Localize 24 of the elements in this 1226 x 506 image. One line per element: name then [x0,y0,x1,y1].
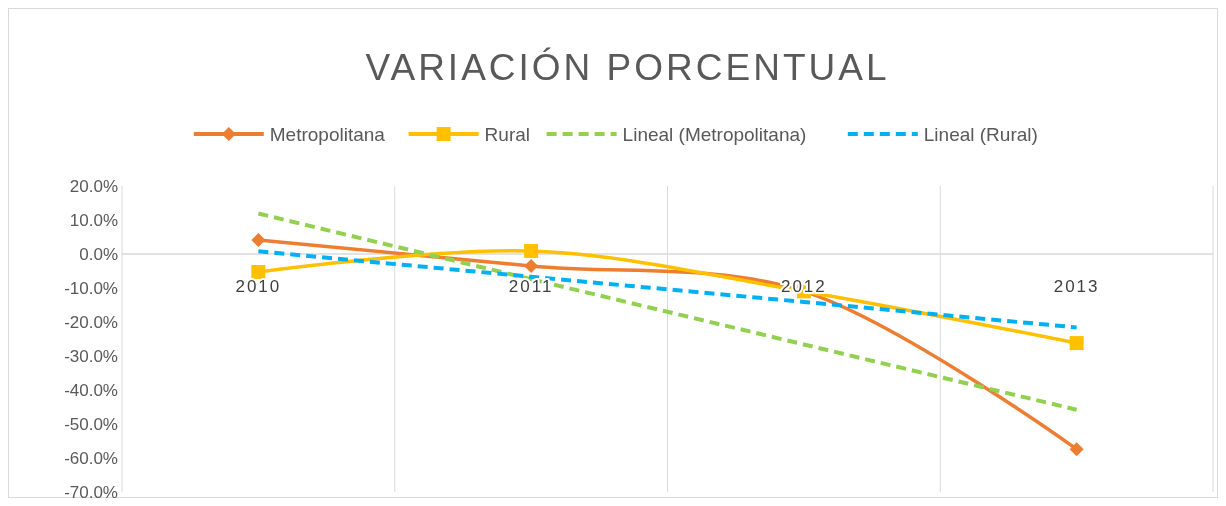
point [1069,336,1084,351]
point [251,265,266,280]
point [1069,442,1084,457]
y-tick-label: 10.0% [69,210,118,230]
y-tick-label: -40.0% [64,380,118,400]
y-tick-label: -50.0% [64,414,118,434]
point [524,258,539,273]
legend-label: Lineal (Rural) [923,124,1038,145]
y-tick-label: -60.0% [64,448,118,468]
y-tick-label: -30.0% [64,346,118,366]
legend-label: Rural [484,124,531,145]
y-tick-label: -10.0% [64,278,118,298]
point [524,243,539,258]
y-tick-label: -70.0% [64,482,118,502]
chart-title: VARIACIÓN PORCENTUAL [365,47,890,88]
x-tick-label: 2010 [235,277,282,296]
y-tick-label: -20.0% [64,312,118,332]
legend-label: Lineal (Metropolitana) [622,124,807,145]
x-tick-label: 2011 [508,277,554,296]
point [251,233,266,248]
y-tick-label: 20.0% [69,176,118,196]
legend-label: Metropolitana [269,124,386,145]
x-tick-label: 2013 [1053,277,1100,296]
y-tick-label: 0.0% [79,244,118,264]
